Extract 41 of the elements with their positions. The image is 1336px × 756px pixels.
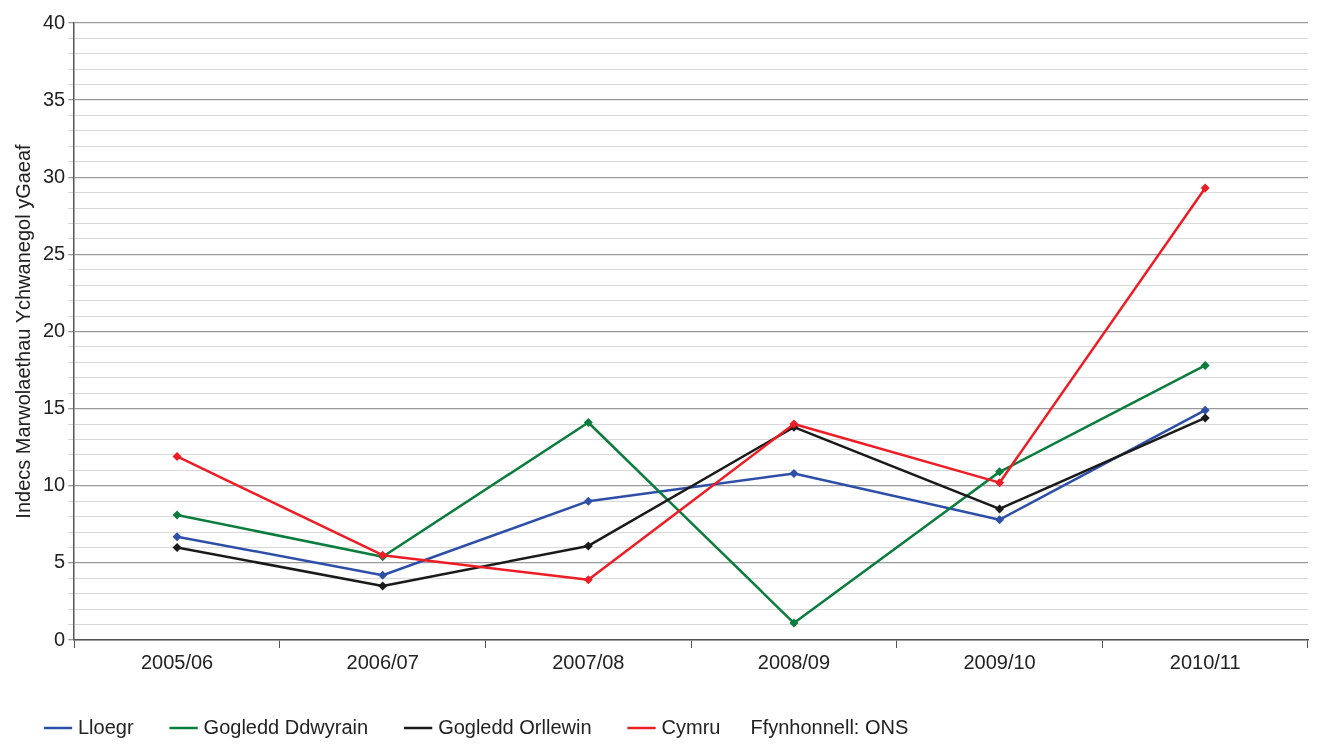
y-tick-label: 20: [43, 319, 66, 342]
point: [995, 504, 1005, 514]
point: [995, 478, 1005, 488]
x-tick-label: 2007/08: [552, 650, 625, 673]
x-tick-label: 2010/11: [1169, 650, 1241, 673]
y-tick-label: 15: [43, 396, 66, 419]
point: [1200, 183, 1210, 193]
point: [995, 467, 1005, 477]
point: [583, 541, 593, 551]
legend-label: Lloegr: [78, 715, 134, 738]
x-tick-label: 2005/06: [140, 650, 214, 673]
point: [172, 542, 182, 552]
x-tick-label: 2006/07: [346, 650, 419, 673]
x-tick-label: 2008/09: [757, 650, 831, 673]
legend-label: Cymru: [661, 715, 721, 738]
point: [583, 575, 593, 585]
text: Ffynhonnell: ONS: [750, 715, 909, 738]
y-tick-label: 5: [54, 550, 66, 573]
point: [172, 532, 182, 542]
point: [172, 510, 182, 520]
point: [583, 418, 593, 428]
point: [1200, 413, 1210, 423]
legend-label: Gogledd Ddwyrain: [203, 715, 369, 738]
y-tick-label: 10: [43, 473, 66, 496]
point: [378, 570, 388, 580]
point: [172, 451, 182, 461]
point: [789, 618, 799, 628]
point: [995, 515, 1005, 525]
legend-label: Gogledd Orllewin: [438, 715, 592, 738]
point: [378, 581, 388, 591]
point: [583, 496, 593, 506]
y-tick-label: 30: [43, 164, 66, 187]
y-tick-label: 35: [43, 87, 66, 110]
y-tick-label: 40: [43, 10, 66, 33]
y-axis-title: Indecs Marwolaethau Ychwanegol yGaeaf: [11, 143, 34, 519]
x-tick-label: 2009/10: [963, 650, 1036, 673]
point: [1200, 405, 1210, 415]
y-tick-label: 25: [43, 241, 66, 264]
point: [789, 468, 799, 478]
y-tick-label: 0: [54, 627, 66, 650]
point: [1200, 360, 1210, 370]
